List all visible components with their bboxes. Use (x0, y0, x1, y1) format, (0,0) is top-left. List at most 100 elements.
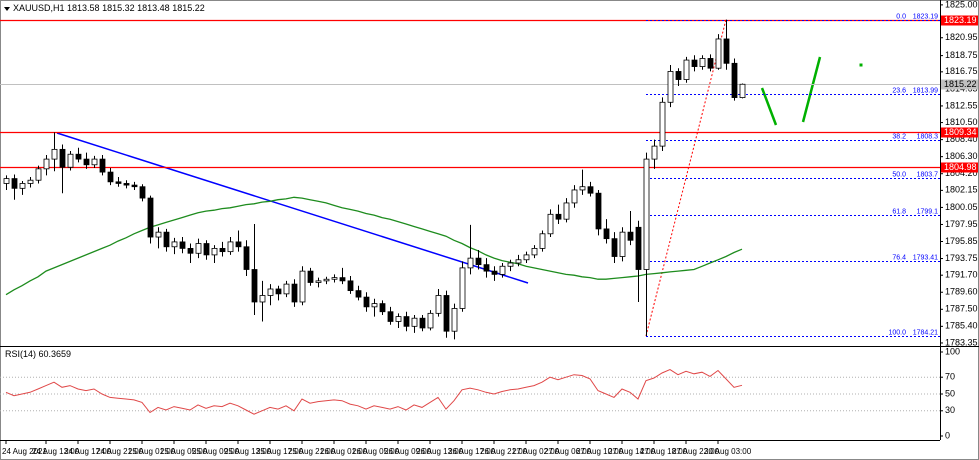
level-price-label: 1809.34 (944, 127, 977, 137)
candle-body (667, 71, 674, 103)
y-tick-label: 1785.40 (945, 321, 978, 331)
rsi-tick-label: 70 (945, 372, 955, 382)
y-tick-label: 1820.95 (945, 32, 978, 42)
candle-body (555, 213, 562, 220)
candle-body (699, 58, 706, 67)
candle-body (411, 317, 418, 327)
x-tick-label: 25 Aug 17:00 (256, 447, 304, 456)
fib-level-name: 38.2 (892, 133, 906, 140)
candle-body (75, 153, 82, 160)
y-tick-label: 1797.95 (945, 219, 978, 229)
candle-body (163, 231, 170, 248)
fib-level-price: 1799.1 (917, 208, 939, 215)
candle-body (179, 241, 186, 249)
candle-body (531, 247, 538, 256)
x-tick-label: 26 Aug 05:00 (352, 447, 400, 456)
candle-body (427, 312, 434, 329)
candle-body (507, 262, 514, 267)
candle-body (35, 168, 42, 181)
chart-header: XAUUSD,H1 1813.58 1815.32 1813.48 1815.2… (13, 3, 205, 13)
candle-body (243, 246, 250, 270)
candle-body (347, 280, 354, 292)
candle-body (115, 181, 122, 184)
candle-body (339, 277, 346, 282)
candle-body (323, 278, 330, 282)
x-tick-label: 27 Aug 06:00 (544, 447, 592, 456)
rsi-name: RSI(14) (5, 349, 36, 359)
candle-body (659, 101, 666, 147)
y-tick-label: 1825.00 (945, 0, 978, 9)
y-tick-label: 1802.15 (945, 185, 978, 195)
rsi-tick-label: 50 (945, 388, 955, 398)
y-tick-label: 1795.85 (945, 236, 978, 246)
symbol: XAUUSD,H1 (13, 3, 65, 13)
candle-body (467, 257, 474, 269)
projection-dot (859, 63, 863, 67)
candle-body (51, 148, 58, 160)
candle-body (371, 303, 378, 308)
fib-level-name: 23.6 (892, 87, 906, 94)
x-tick-label: 25 Aug 09:00 (192, 447, 240, 456)
fib-level-name: 61.8 (892, 208, 906, 215)
fib-level-price: 1823.19 (913, 13, 938, 20)
candle-body (627, 231, 634, 241)
y-tick-label: 1812.55 (945, 100, 978, 110)
candle-body (611, 238, 618, 257)
x-tick-label: 24 Aug 13:00 (32, 447, 80, 456)
fib-level-name: 100.0 (888, 329, 906, 336)
candle-body (211, 247, 218, 256)
fib-level-price: 1784.21 (913, 329, 938, 336)
rsi-tick-label: 100 (945, 346, 960, 356)
open-value: 1813.58 (67, 3, 100, 13)
candle-body (443, 295, 450, 332)
y-tick-label: 1806.30 (945, 151, 978, 161)
level-price-box (941, 15, 978, 26)
candle-body (91, 158, 98, 166)
candle-body (651, 145, 658, 160)
candle-body (291, 283, 298, 303)
candle-body (155, 231, 162, 238)
current-price-label: 1815.22 (944, 79, 977, 89)
y-tick-label: 1816.75 (945, 66, 978, 76)
x-tick-label: 25 Aug 05:00 (160, 447, 208, 456)
candle-body (123, 183, 130, 186)
candle-body (315, 280, 322, 283)
candle-body (203, 243, 210, 256)
y-tick-label: 1791.70 (945, 270, 978, 280)
candle-body (251, 269, 258, 303)
header-arrow (4, 7, 10, 11)
candle-body (563, 202, 570, 220)
level-price-box (941, 162, 978, 173)
candle-body (539, 233, 546, 249)
close-value: 1815.22 (172, 3, 205, 13)
y-tick-label: 1793.75 (945, 253, 978, 263)
projection-stroke (760, 87, 778, 126)
level-price-label: 1823.19 (944, 15, 977, 25)
candle-body (603, 228, 610, 240)
candle-body (299, 270, 306, 303)
candle-body (499, 265, 506, 275)
candle-body (395, 316, 402, 322)
candle-body (451, 308, 458, 332)
candle-body (715, 38, 722, 69)
candle-body (235, 241, 242, 248)
candle-body (587, 186, 594, 194)
x-tick-label: 27 Aug 22:00 (672, 447, 720, 456)
candle-body (595, 192, 602, 230)
rsi-tick-label: 30 (945, 405, 955, 415)
candle-body (3, 178, 10, 184)
candle-body (643, 158, 650, 270)
rsi-line (5, 369, 743, 415)
candle-body (219, 247, 226, 253)
candle-body (331, 277, 338, 280)
candle-body (283, 283, 290, 295)
candle-body (259, 295, 266, 303)
x-tick-label: 27 Aug 14:00 (608, 447, 656, 456)
y-tick-label: 1804.20 (945, 168, 978, 178)
candle-body (147, 197, 154, 238)
candle-body (139, 186, 146, 199)
fib-level-price: 1813.99 (913, 87, 938, 94)
x-tick-label: 25 Aug 01:00 (128, 447, 176, 456)
